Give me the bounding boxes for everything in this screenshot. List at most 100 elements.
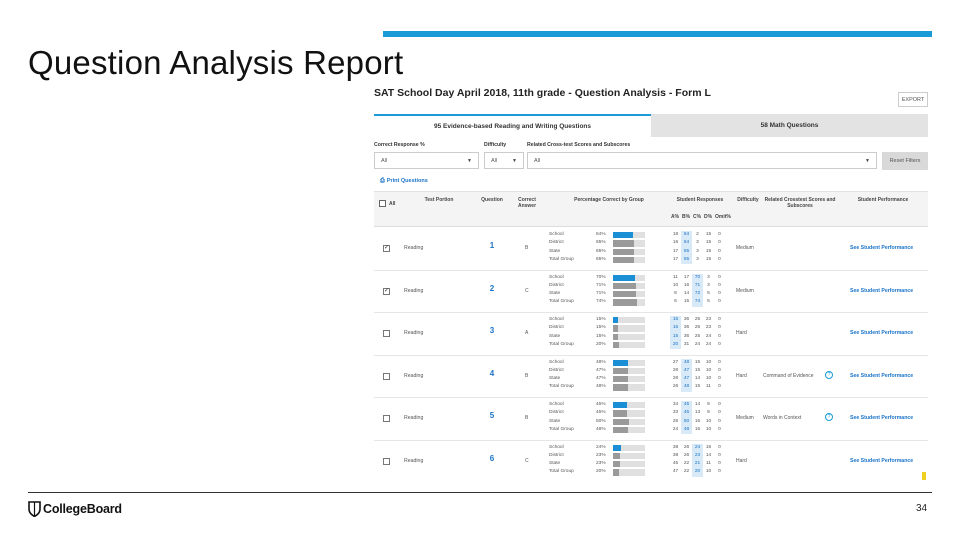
- chevron-down-icon: ▼: [512, 157, 517, 164]
- chevron-down-icon: ▼: [865, 157, 870, 164]
- col-student-responses: Student Responses: [676, 197, 724, 203]
- response-cell: 9: [707, 402, 710, 407]
- col-related-scores: Related Crosstest Scores and Subscores: [764, 197, 836, 209]
- response-row: 15 36 25 24 0: [670, 332, 736, 341]
- group-label: State: [549, 333, 561, 339]
- response-cell: 0: [718, 325, 721, 331]
- see-student-performance-link[interactable]: See Student Performance: [850, 330, 914, 336]
- see-student-performance-link[interactable]: See Student Performance: [850, 415, 914, 421]
- help-icon[interactable]: ?: [825, 370, 833, 379]
- percent-value: 65%: [596, 256, 606, 262]
- difficulty-select[interactable]: All ▼: [484, 152, 524, 169]
- correct-response-label: Correct Response %: [374, 142, 425, 148]
- percent-bar: [613, 426, 629, 434]
- response-cell: 15: [683, 299, 690, 305]
- response-cell: 36: [683, 317, 690, 322]
- group-labels: School District State Total Group: [549, 274, 579, 307]
- see-student-performance-link[interactable]: See Student Performance: [850, 245, 914, 251]
- difficulty-value: Medium: [736, 415, 754, 421]
- related-scores-label: Related Cross-test Scores and Subscores: [527, 142, 631, 148]
- response-cell: 24: [694, 341, 701, 347]
- reset-filters-button[interactable]: Reset Filters: [882, 152, 928, 170]
- tab-reading-writing[interactable]: 95 Evidence-based Reading and Writing Qu…: [374, 114, 651, 137]
- bar-track: [613, 452, 645, 460]
- tab-math[interactable]: 58 Math Questions: [651, 114, 928, 137]
- question-number-link[interactable]: 5: [489, 411, 495, 420]
- group-label: Total Group: [549, 384, 574, 390]
- print-questions-link[interactable]: ⎙ Print Questions: [380, 178, 428, 185]
- select-all-checkbox[interactable]: [379, 200, 386, 207]
- subhead-b: B%: [682, 214, 691, 220]
- response-cell: 36: [683, 333, 690, 339]
- group-labels: School District State Total Group: [549, 316, 579, 349]
- see-student-performance-link[interactable]: See Student Performance: [850, 372, 914, 379]
- response-cell: 47: [681, 375, 692, 384]
- see-student-performance-link[interactable]: See Student Performance: [850, 287, 914, 294]
- response-cell: 72: [692, 290, 703, 299]
- percent-bars: [613, 359, 645, 393]
- response-cell: 15: [705, 240, 712, 246]
- percent-bars: [613, 402, 645, 435]
- correct-answer: C: [525, 287, 529, 294]
- student-responses: 15 36 25 23 0 15 36 26 23 0 15 36 25 24 0 20 31 24 24 0: [670, 316, 736, 350]
- response-cell: 50: [681, 417, 692, 426]
- bar-track: [613, 299, 645, 306]
- related-subscore: Words in Context: [763, 415, 802, 421]
- row-checkbox[interactable]: [383, 330, 390, 337]
- response-cell: 0: [718, 291, 721, 297]
- row-checkbox[interactable]: ✓: [383, 287, 390, 295]
- row-checkbox[interactable]: [383, 372, 390, 380]
- group-label: State: [549, 291, 561, 297]
- see-student-performance-link[interactable]: See Student Performance: [850, 457, 914, 464]
- question-number-link[interactable]: 1: [489, 241, 495, 250]
- percent-value: 15%: [596, 325, 606, 331]
- scroll-indicator[interactable]: [922, 472, 926, 480]
- percent-bar: [613, 291, 636, 298]
- difficulty-label: Difficulty: [484, 142, 507, 148]
- response-cell: 0: [718, 426, 721, 432]
- question-number-link[interactable]: 6: [489, 453, 495, 463]
- report-screenshot: SAT School Day April 2018, 11th grade - …: [374, 84, 928, 482]
- correct-answer: C: [525, 457, 529, 464]
- response-row: 10 16 71 3 0: [670, 281, 736, 291]
- response-cell: 48: [681, 383, 692, 392]
- help-icon[interactable]: ?: [825, 413, 833, 421]
- response-cell: 0: [718, 274, 721, 280]
- collegeboard-logo: CollegeBoard: [28, 500, 122, 517]
- response-cell: 31: [683, 341, 690, 347]
- student-responses: 18 64 2 15 0 16 64 3 15 0 17 65 3 15 0 17 65 3 15 0: [670, 231, 736, 265]
- question-number-link[interactable]: 4: [489, 368, 495, 378]
- response-cell: 15: [694, 367, 701, 373]
- group-labels: School District State Total Group: [549, 231, 579, 264]
- response-cell: 15: [694, 359, 701, 365]
- response-cell: 27: [672, 359, 679, 365]
- col-difficulty: Difficulty: [737, 197, 759, 203]
- response-cell: 0: [718, 410, 721, 416]
- group-label: District: [549, 325, 564, 331]
- bar-track: [613, 317, 645, 324]
- response-cell: 0: [718, 333, 721, 339]
- percent-value: 71%: [596, 291, 606, 297]
- response-row: 26 48 15 11 0: [670, 383, 736, 392]
- row-checkbox[interactable]: ✓: [383, 245, 390, 252]
- correct-response-select[interactable]: All ▼: [374, 152, 479, 169]
- row-checkbox[interactable]: [383, 415, 390, 422]
- response-cell: 16: [683, 282, 690, 288]
- group-labels: School District State Total Group: [549, 444, 579, 477]
- row-checkbox[interactable]: [383, 457, 390, 465]
- percent-values: 70% 71% 71% 74%: [596, 274, 612, 307]
- percent-bar: [613, 274, 636, 281]
- question-number-link[interactable]: 3: [489, 326, 495, 335]
- response-cell: 16: [672, 240, 679, 246]
- group-label: School: [549, 274, 564, 280]
- related-scores-select[interactable]: All ▼: [527, 152, 877, 169]
- response-cell: 26: [672, 384, 679, 390]
- bar-track: [613, 341, 645, 349]
- response-cell: 64: [681, 239, 692, 248]
- export-button[interactable]: EXPORT: [898, 92, 928, 107]
- question-number-link[interactable]: 2: [489, 283, 495, 293]
- response-row: 28 47 15 10 0: [670, 366, 736, 376]
- difficulty-value: Hard: [736, 330, 747, 336]
- response-cell: 13: [694, 410, 701, 416]
- student-responses: 34 45 14 9 0 33 45 13 9 0 26 50 16 10 0 24 48 16 10 0: [670, 401, 736, 435]
